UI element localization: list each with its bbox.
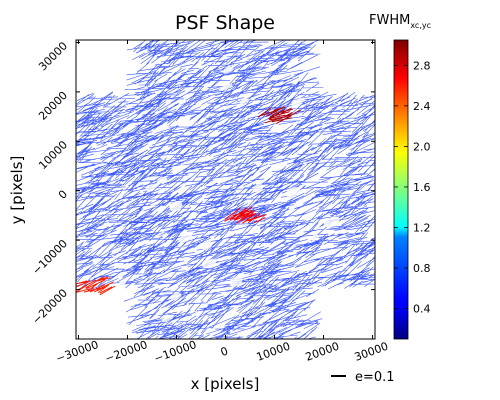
high-fwhm-whiskers (257, 106, 301, 125)
legend-label: e=0.1 (355, 370, 395, 385)
whisker-gap (222, 66, 234, 74)
colorbar-tick-label: 1.6 (413, 181, 431, 194)
high-fwhm-whiskers (224, 206, 267, 224)
whisker-gap (116, 280, 127, 287)
whisker-gap (169, 200, 183, 212)
whisker-gap (161, 314, 174, 323)
whisker-gap (290, 97, 305, 106)
whisker-gap (239, 98, 250, 105)
x-tick-label: 10000 (255, 340, 292, 364)
colorbar-title-sub: xc,yc (410, 21, 431, 30)
colorbar-title-main: FWHM (369, 13, 410, 28)
whisker-gap (170, 292, 182, 301)
y-tick-label: 10000 (36, 138, 70, 172)
whisker-gap (252, 183, 264, 193)
y-tick-label: 30000 (36, 39, 70, 73)
y-tick-label: 0 (56, 188, 70, 202)
x-tick-label: −20000 (103, 338, 149, 365)
colorbar-tick-label: 0.8 (413, 262, 431, 275)
chart-title: PSF Shape (175, 12, 275, 34)
x-tick-label: 20000 (304, 340, 341, 364)
whisker-gap (200, 240, 213, 251)
whisker-gap (218, 83, 233, 92)
whisker-lines (76, 40, 375, 339)
whisker-gap (310, 234, 320, 242)
colorbar-ticks: 0.4 0.8 1.2 1.6 2.0 2.4 2.8 (394, 59, 431, 316)
whisker-gap (178, 233, 193, 243)
y-tick-label: −20000 (30, 287, 70, 327)
x-tick-label: −10000 (152, 338, 198, 365)
x-tick-label: −30000 (54, 338, 100, 365)
whisker-gap (285, 186, 301, 198)
whisker-gap (229, 276, 243, 287)
y-tick-label: 20000 (36, 89, 70, 123)
whisker-gap (156, 176, 167, 184)
whisker-gap (323, 216, 340, 228)
x-axis-label: x [pixels] (191, 375, 260, 393)
colorbar-tick-label: 1.2 (413, 222, 431, 235)
y-axis-ticks: −20000 −10000 0 10000 20000 30000 (30, 39, 375, 327)
whisker-gap (202, 258, 217, 268)
x-tick-label: 30000 (353, 340, 390, 364)
colorbar-title: FWHMxc,yc (369, 13, 431, 30)
high-fwhm-whiskers (76, 275, 116, 296)
colorbar-tick-label: 2.0 (413, 140, 431, 153)
y-axis-label: y [pixels] (8, 156, 26, 225)
y-tick-label: −10000 (30, 237, 70, 277)
colorbar-tick-label: 2.4 (413, 100, 431, 113)
whisker-gap (145, 183, 159, 192)
colorbar-tick-label: 2.8 (413, 59, 431, 72)
colorbar-tick-label: 0.4 (413, 303, 431, 316)
x-tick-label: 0 (219, 344, 230, 359)
colorbar (393, 39, 409, 340)
whisker-field (76, 40, 375, 339)
